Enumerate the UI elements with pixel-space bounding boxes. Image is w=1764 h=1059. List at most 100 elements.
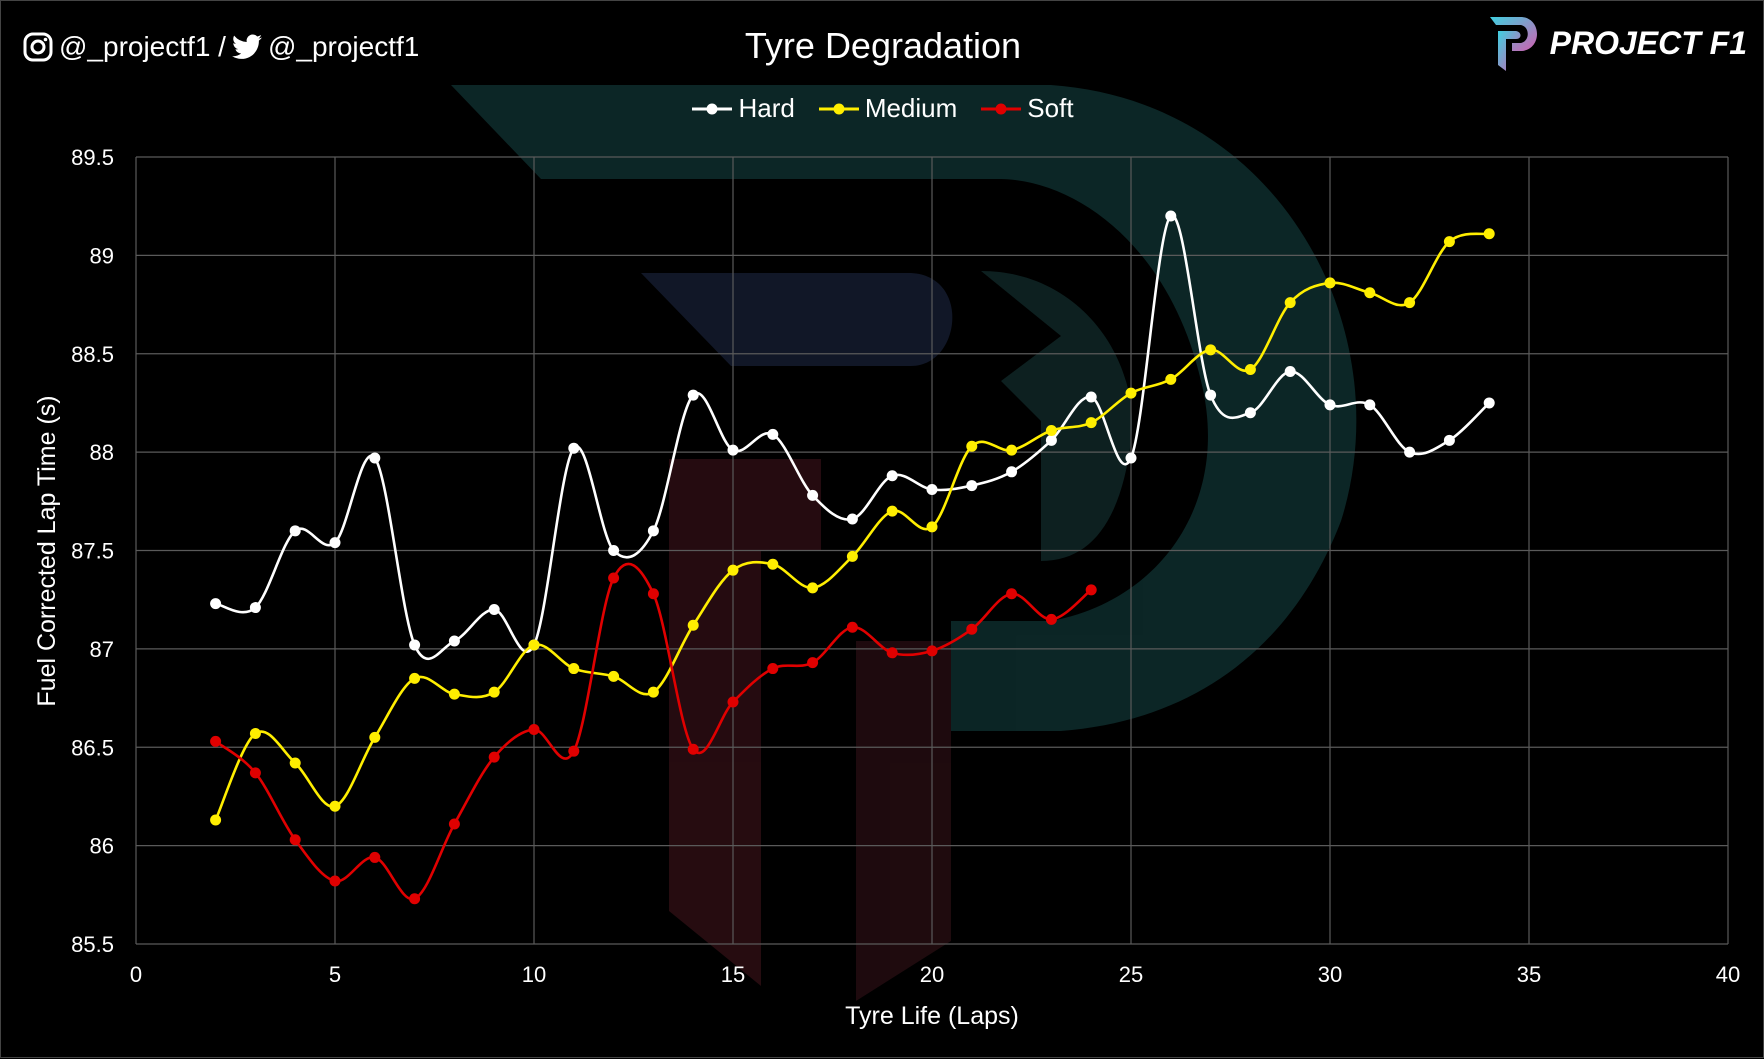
data-point-hard [687, 389, 699, 401]
data-point-hard [767, 428, 779, 440]
data-point-hard [1284, 365, 1296, 377]
legend: Hard Medium Soft [1, 93, 1764, 124]
data-point-hard [488, 604, 500, 616]
data-point-soft [409, 893, 421, 905]
legend-marker-hard [692, 103, 733, 114]
data-point-medium [727, 564, 739, 576]
data-point-soft [608, 572, 620, 584]
data-point-hard [448, 635, 460, 647]
social-handles: @_projectf1 / @_projectf1 [23, 31, 419, 63]
data-point-hard [1324, 399, 1336, 411]
watermark-logo [451, 85, 1357, 1001]
data-point-soft [966, 623, 978, 635]
data-point-medium [488, 686, 500, 698]
data-point-medium [1205, 344, 1217, 356]
data-point-soft [329, 875, 341, 887]
data-point-medium [687, 619, 699, 631]
data-point-medium [1483, 228, 1495, 240]
data-point-soft [289, 834, 301, 846]
data-point-hard [647, 525, 659, 537]
y-tick-label: 85.5 [71, 932, 114, 957]
data-point-medium [210, 814, 222, 826]
data-point-hard [249, 602, 261, 614]
legend-label: Medium [864, 93, 958, 123]
data-point-medium [1364, 287, 1376, 299]
y-tick-label: 88.5 [71, 342, 114, 367]
data-point-medium [608, 670, 620, 682]
data-point-soft [1045, 613, 1057, 625]
data-point-medium [249, 727, 261, 739]
data-point-medium [767, 558, 779, 570]
data-point-soft [488, 751, 500, 763]
data-point-hard [807, 489, 819, 501]
data-point-soft [568, 745, 580, 757]
data-point-medium [846, 550, 858, 562]
y-tick-label: 89 [90, 243, 114, 268]
data-point-medium [1125, 387, 1137, 399]
data-point-soft [727, 696, 739, 708]
twitter-icon [231, 34, 262, 59]
x-tick-label: 30 [1318, 962, 1342, 987]
grid [135, 156, 1729, 945]
data-point-soft [369, 851, 381, 863]
twitter-handle: @_projectf1 [267, 31, 420, 62]
data-point-hard [846, 513, 858, 525]
data-point-hard [1045, 434, 1057, 446]
data-point-hard [1205, 389, 1217, 401]
data-point-hard [886, 470, 898, 482]
legend-item-hard: Hard [692, 93, 795, 124]
y-tick-label: 86 [90, 834, 114, 859]
logo-text: PROJECT F1 [1549, 24, 1747, 61]
data-point-hard [369, 452, 381, 464]
x-tick-label: 40 [1716, 962, 1740, 987]
legend-label: Soft [1027, 93, 1074, 123]
data-point-soft [886, 647, 898, 659]
data-point-medium [329, 800, 341, 812]
data-point-hard [926, 484, 938, 496]
y-tick-label: 87 [90, 637, 114, 662]
y-tick-label: 87.5 [71, 539, 114, 564]
data-point-soft [210, 735, 222, 747]
x-tick-label: 15 [721, 962, 745, 987]
pf1-logo-icon [1489, 17, 1537, 71]
instagram-icon [23, 32, 53, 62]
x-tick-label: 0 [130, 962, 142, 987]
data-point-hard [409, 639, 421, 651]
data-point-medium [369, 731, 381, 743]
data-point-medium [409, 672, 421, 684]
series-line-soft [214, 562, 1093, 901]
data-point-hard [1165, 210, 1177, 222]
x-tick-label: 10 [522, 962, 546, 987]
data-point-hard [1404, 446, 1416, 458]
data-point-medium [289, 757, 301, 769]
data-point-soft [448, 818, 460, 830]
data-point-medium [1443, 236, 1455, 248]
data-point-medium [448, 688, 460, 700]
data-point-medium [1324, 277, 1336, 289]
data-point-soft [647, 588, 659, 600]
x-tick-label: 5 [329, 962, 341, 987]
data-point-hard [1483, 397, 1495, 409]
data-point-hard [1006, 466, 1018, 478]
instagram-handle: @_projectf1 / [59, 31, 226, 62]
x-tick-label: 25 [1119, 962, 1143, 987]
data-point-medium [528, 639, 540, 651]
legend-item-medium: Medium [818, 93, 958, 124]
project-f1-logo: PROJECT F1 [1486, 13, 1747, 73]
data-point-medium [886, 505, 898, 517]
data-point-soft [767, 663, 779, 675]
data-point-soft [1085, 584, 1097, 596]
data-point-soft [687, 743, 699, 755]
data-point-hard [727, 444, 739, 456]
data-point-medium [1045, 424, 1057, 436]
data-point-medium [1244, 363, 1256, 375]
data-point-medium [1284, 297, 1296, 309]
axes: 0 5 10 15 20 25 30 35 40 85.5 86 86.5 87 87.5 88 88.5 89… [71, 145, 1740, 987]
legend-marker-medium [818, 103, 859, 114]
data-point-hard [966, 480, 978, 492]
y-tick-label: 89.5 [71, 145, 114, 170]
data-point-medium [1085, 417, 1097, 429]
data-point-soft [807, 657, 819, 669]
data-point-hard [1364, 399, 1376, 411]
